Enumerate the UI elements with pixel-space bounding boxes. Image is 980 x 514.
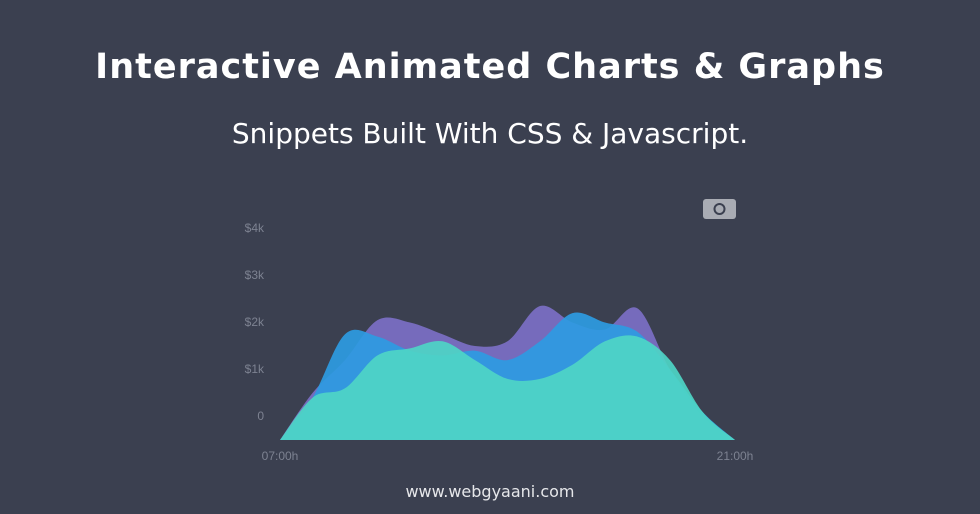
refresh-icon[interactable] (713, 203, 726, 215)
y-tick-label: $1k (245, 362, 265, 376)
page-subtitle: Snippets Built With CSS & Javascript. (232, 117, 748, 150)
y-tick-label: 0 (257, 409, 264, 423)
x-tick-label: 07:00h (262, 449, 299, 463)
plot-area: 0 $1k $2k $3k $4k 07:00h 21:00h (245, 221, 754, 463)
y-tick-label: $3k (245, 268, 265, 282)
y-tick-label: $2k (245, 315, 265, 329)
footer-url: www.webgyaani.com (405, 482, 574, 501)
page-title: Interactive Animated Charts & Graphs (95, 47, 885, 87)
x-tick-label: 21:00h (717, 449, 754, 463)
y-tick-label: $4k (245, 221, 265, 235)
area (280, 335, 735, 440)
refresh-button-bg[interactable] (703, 199, 736, 219)
refresh-button[interactable] (703, 199, 736, 219)
